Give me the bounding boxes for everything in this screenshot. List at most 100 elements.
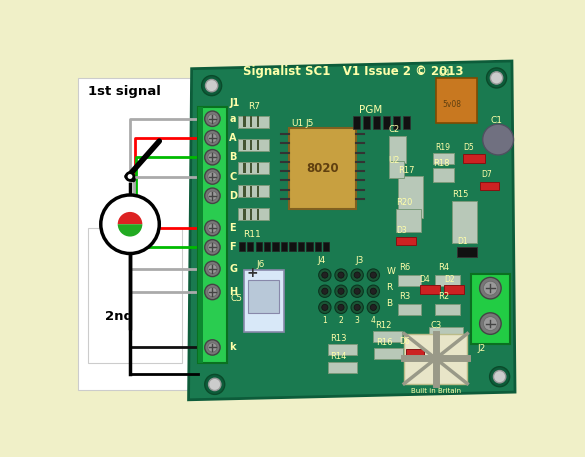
Text: U1: U1 bbox=[291, 119, 303, 128]
Bar bbox=[389, 136, 405, 163]
Circle shape bbox=[335, 285, 347, 298]
Text: D6: D6 bbox=[400, 337, 410, 346]
Text: C: C bbox=[229, 171, 236, 181]
Text: D: D bbox=[229, 191, 238, 201]
Text: J1: J1 bbox=[229, 98, 240, 108]
Bar bbox=[264, 242, 270, 251]
Text: 5v08: 5v08 bbox=[443, 101, 462, 109]
Circle shape bbox=[205, 111, 220, 127]
Bar bbox=[250, 186, 253, 197]
Circle shape bbox=[208, 243, 217, 252]
Bar bbox=[239, 242, 245, 251]
Text: 4: 4 bbox=[371, 316, 376, 325]
Bar bbox=[398, 176, 422, 218]
Circle shape bbox=[322, 288, 328, 294]
Text: R4: R4 bbox=[438, 263, 449, 271]
Wedge shape bbox=[118, 224, 142, 237]
Text: R17: R17 bbox=[398, 165, 415, 175]
Text: C3: C3 bbox=[431, 321, 442, 330]
FancyBboxPatch shape bbox=[238, 185, 269, 197]
Text: Signalist SC1   V1 Issue 2 © 2013: Signalist SC1 V1 Issue 2 © 2013 bbox=[243, 65, 463, 78]
Circle shape bbox=[354, 272, 360, 278]
Text: 1st signal: 1st signal bbox=[88, 85, 161, 98]
Bar bbox=[298, 242, 304, 251]
Polygon shape bbox=[188, 61, 515, 400]
Text: U2: U2 bbox=[389, 156, 400, 165]
FancyBboxPatch shape bbox=[238, 139, 269, 151]
Text: J2: J2 bbox=[477, 344, 486, 353]
Circle shape bbox=[322, 272, 328, 278]
Bar bbox=[433, 154, 454, 164]
Bar bbox=[353, 117, 360, 129]
Bar bbox=[373, 117, 380, 129]
Bar bbox=[429, 327, 463, 341]
Circle shape bbox=[494, 371, 506, 383]
Circle shape bbox=[205, 169, 220, 184]
Bar bbox=[243, 186, 246, 197]
Text: A: A bbox=[229, 133, 237, 143]
Text: D1: D1 bbox=[457, 237, 468, 246]
Bar bbox=[452, 201, 477, 244]
Circle shape bbox=[319, 285, 331, 298]
Circle shape bbox=[483, 317, 497, 330]
Bar bbox=[198, 107, 227, 363]
Circle shape bbox=[208, 153, 217, 162]
Bar bbox=[281, 242, 287, 251]
Text: R7: R7 bbox=[248, 102, 260, 111]
Text: J3: J3 bbox=[356, 256, 364, 265]
Text: k: k bbox=[229, 342, 236, 352]
Bar bbox=[463, 154, 485, 163]
Circle shape bbox=[208, 133, 217, 143]
Bar bbox=[419, 285, 439, 293]
FancyBboxPatch shape bbox=[238, 162, 269, 174]
Text: +: + bbox=[246, 266, 258, 280]
Text: E: E bbox=[229, 223, 236, 233]
Text: 2nd: 2nd bbox=[105, 310, 133, 323]
Bar bbox=[398, 304, 421, 315]
Circle shape bbox=[209, 378, 221, 391]
Circle shape bbox=[319, 301, 331, 314]
Text: F: F bbox=[229, 242, 236, 252]
Bar bbox=[433, 168, 454, 182]
Text: R: R bbox=[387, 283, 393, 292]
Text: R20: R20 bbox=[397, 198, 413, 207]
Circle shape bbox=[367, 285, 380, 298]
Circle shape bbox=[205, 188, 220, 203]
Circle shape bbox=[208, 264, 217, 274]
Bar bbox=[244, 271, 284, 332]
FancyBboxPatch shape bbox=[238, 208, 269, 220]
Text: D2: D2 bbox=[444, 275, 455, 284]
Text: D3: D3 bbox=[397, 227, 407, 235]
Bar bbox=[457, 247, 477, 256]
Circle shape bbox=[338, 304, 344, 310]
Circle shape bbox=[483, 281, 497, 295]
Text: C4: C4 bbox=[438, 69, 450, 78]
Bar bbox=[435, 275, 460, 286]
Bar bbox=[250, 163, 253, 173]
FancyBboxPatch shape bbox=[328, 345, 357, 355]
Bar bbox=[257, 163, 259, 173]
Circle shape bbox=[205, 220, 220, 236]
Bar bbox=[404, 117, 410, 129]
Bar bbox=[397, 209, 421, 232]
Bar bbox=[250, 117, 253, 127]
Text: 1: 1 bbox=[322, 316, 327, 325]
Circle shape bbox=[487, 68, 507, 88]
Bar bbox=[243, 163, 246, 173]
Circle shape bbox=[208, 223, 217, 233]
Circle shape bbox=[205, 149, 220, 165]
Text: H: H bbox=[229, 287, 238, 297]
Text: R11: R11 bbox=[243, 230, 261, 239]
Text: 8020: 8020 bbox=[306, 161, 339, 175]
Circle shape bbox=[354, 288, 360, 294]
Circle shape bbox=[205, 340, 220, 355]
Bar bbox=[243, 117, 246, 127]
Circle shape bbox=[480, 277, 501, 299]
Text: Built in Britain: Built in Britain bbox=[411, 388, 461, 394]
Bar bbox=[243, 209, 246, 220]
Bar bbox=[363, 117, 370, 129]
Bar bbox=[257, 186, 259, 197]
Bar bbox=[324, 242, 329, 251]
Bar bbox=[405, 349, 424, 356]
Text: a: a bbox=[229, 114, 236, 124]
